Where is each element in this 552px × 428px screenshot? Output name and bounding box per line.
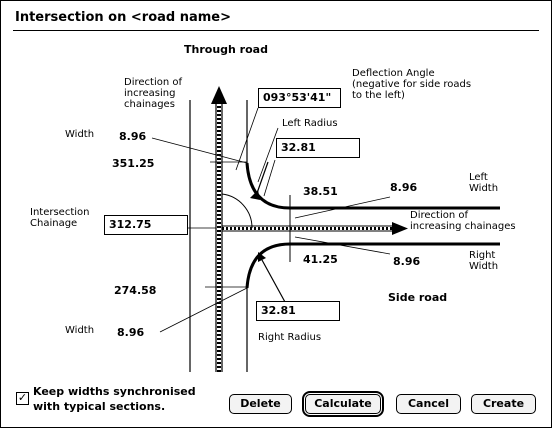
chainage-top-value: 351.25 [112,157,155,170]
leader-width-top [151,137,248,164]
width-bottom-value: 8.96 [117,326,145,339]
left-curb-return [245,162,500,210]
right-radius-arrowhead [258,252,266,262]
create-button[interactable]: Create [471,394,536,414]
width-top-value: 8.96 [119,130,147,143]
side-offset-top: 38.51 [303,185,338,198]
dialog-title: Intersection on <road name> [15,10,232,25]
left-radius-arrowhead [250,190,260,200]
deflection-angle-field[interactable]: 093°53'41" [258,88,341,108]
title-divider [13,30,539,31]
direction-side-label: Direction of increasing chainages [410,210,516,232]
leader-left-radius [263,159,276,197]
leader-left-width [294,196,391,219]
side-offset-bottom: 41.25 [303,253,338,266]
intersection-chainage-field[interactable]: 312.75 [104,215,188,235]
side-direction-arrowhead [392,222,408,235]
right-width-value: 8.96 [393,255,421,268]
calculate-button[interactable]: Calculate [302,391,384,417]
right-radius-field[interactable]: 32.81 [256,301,340,321]
width-top-label: Width [65,129,95,140]
cancel-button[interactable]: Cancel [396,394,461,414]
leader-right-width [294,236,391,255]
right-radius-arrow-line [261,259,286,303]
right-curb-return [245,242,500,289]
deflection-angle-label: Deflection Angle (negative for side road… [352,68,472,101]
intersection-chainage-label: Intersection Chainage [30,207,90,229]
side-road-label: Side road [388,291,448,304]
left-width-label: Left Width [469,172,499,194]
direction-through-label: Direction of increasing chainages [124,77,182,110]
leader-width-bottom [159,287,248,333]
leader-deflection [235,107,259,171]
keep-widths-label: Keep widths synchronised with typical se… [33,385,196,413]
title-bar: Intersection on <road name> [1,1,551,31]
through-direction-arrowhead [211,86,227,104]
delete-button[interactable]: Delete [229,394,292,414]
deflection-angle-arc [221,193,253,229]
right-radius-label: Right Radius [258,332,322,343]
left-width-value: 8.96 [390,181,418,194]
chainage-bottom-value: 274.58 [114,284,157,297]
left-radius-label: Left Radius [282,118,338,129]
leader-left-radius-label [257,127,279,183]
through-road-label: Through road [184,43,268,56]
width-bottom-label: Width [65,325,95,336]
keep-widths-checkbox[interactable]: ✓ [16,391,29,405]
right-width-label: Right Width [469,250,499,272]
left-radius-field[interactable]: 32.81 [276,138,360,158]
